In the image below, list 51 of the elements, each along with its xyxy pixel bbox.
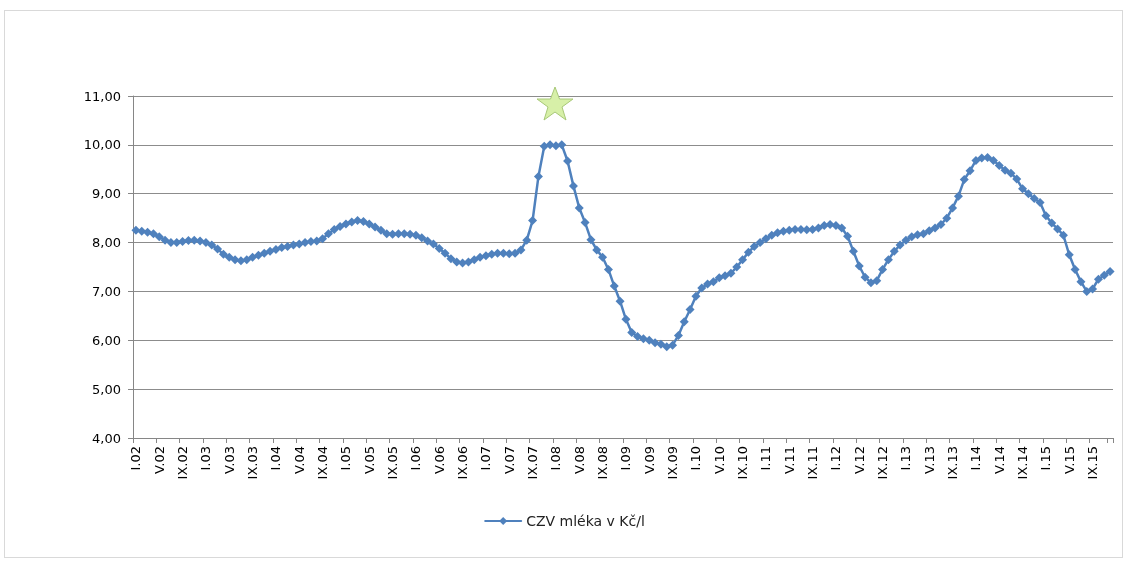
x-tick-label: V.08	[571, 446, 587, 474]
y-tick-label: 8,00	[92, 235, 121, 251]
x-tick-label: IX.15	[1085, 446, 1101, 480]
x-tick-label: I.15	[1038, 446, 1054, 471]
x-tick-label: IX.11	[805, 446, 821, 480]
x-tick-label: I.02	[128, 446, 144, 471]
x-tick-label: I.08	[548, 446, 564, 471]
y-tick-label: 6,00	[92, 332, 121, 348]
x-tick-label: IX.12	[875, 446, 891, 480]
x-tick-label: V.09	[641, 446, 657, 474]
y-tick-label: 7,00	[92, 283, 121, 299]
x-tick-label: V.03	[221, 446, 237, 474]
x-tick-label: I.13	[898, 446, 914, 471]
x-tick-label: I.11	[758, 446, 774, 471]
x-tick-label: IX.14	[1015, 446, 1031, 480]
x-tick-label: IX.03	[245, 446, 261, 480]
x-tick-label: V.02	[151, 446, 167, 474]
x-tick-label: IX.08	[595, 446, 611, 480]
x-tick-label: V.07	[501, 446, 517, 474]
x-tick-label: I.04	[268, 446, 284, 471]
x-tick-label: V.11	[781, 446, 797, 474]
x-tick-label: I.06	[408, 446, 424, 471]
x-tick-label: I.12	[828, 446, 844, 471]
x-tick-label: I.03	[198, 446, 214, 471]
x-tick-label: V.14	[991, 446, 1007, 474]
x-tick-label: I.10	[688, 446, 704, 471]
x-tick-label: V.04	[291, 446, 307, 474]
x-tick-label: I.07	[478, 446, 494, 471]
x-tick-label: V.10	[711, 446, 727, 474]
y-tick-label: 9,00	[92, 186, 121, 202]
x-tick-label: I.14	[968, 446, 984, 471]
x-tick-label: V.15	[1061, 446, 1077, 474]
x-tick-label: IX.09	[665, 446, 681, 480]
x-tick-label: V.05	[361, 446, 377, 474]
x-tick-label: V.06	[431, 446, 447, 474]
x-tick-label: V.12	[851, 446, 867, 474]
y-tick-label: 5,00	[92, 381, 121, 397]
legend-label: CZV mléka v Kč/l	[526, 513, 645, 529]
x-tick-label: IX.07	[525, 446, 541, 480]
y-tick-label: 11,00	[83, 88, 121, 104]
x-tick-label: IX.04	[315, 446, 331, 480]
x-tick-label: I.09	[618, 446, 634, 471]
x-tick-label: V.13	[921, 446, 937, 474]
y-tick-label: 4,00	[92, 430, 121, 446]
x-tick-label: IX.02	[175, 446, 191, 480]
x-tick-label: IX.06	[455, 446, 471, 480]
x-tick-label: I.05	[338, 446, 354, 471]
x-tick-label: IX.10	[735, 446, 751, 480]
x-tick-label: IX.13	[945, 446, 961, 480]
y-tick-label: 10,00	[83, 137, 121, 153]
x-tick-label: IX.05	[385, 446, 401, 480]
